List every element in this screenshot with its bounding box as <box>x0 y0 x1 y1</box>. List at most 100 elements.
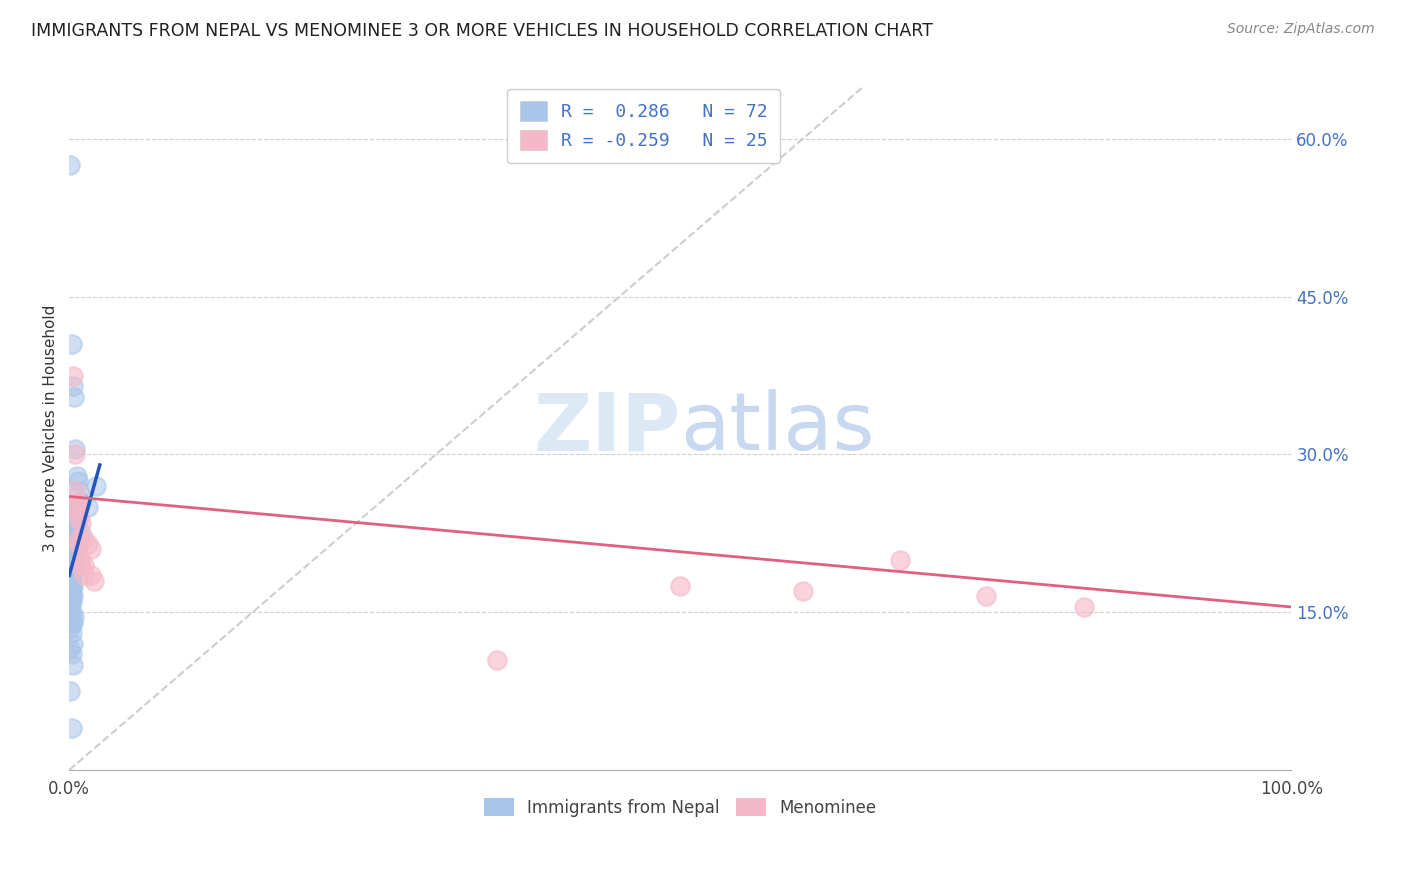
Point <box>73 558 96 572</box>
Point <box>59 526 82 541</box>
Point <box>65 500 87 514</box>
Point <box>60 548 83 562</box>
Point <box>59 537 82 551</box>
Point <box>65 510 87 524</box>
Point <box>60 584 83 599</box>
Point <box>65 447 87 461</box>
Point <box>60 537 83 551</box>
Text: IMMIGRANTS FROM NEPAL VS MENOMINEE 3 OR MORE VEHICLES IN HOUSEHOLD CORRELATION C: IMMIGRANTS FROM NEPAL VS MENOMINEE 3 OR … <box>31 22 932 40</box>
Point <box>62 521 84 535</box>
Point <box>70 516 93 530</box>
Point <box>60 590 83 604</box>
Point <box>62 579 84 593</box>
Point <box>66 537 89 551</box>
Point <box>60 615 83 630</box>
Point <box>59 568 82 582</box>
Point <box>63 610 86 624</box>
Legend: Immigrants from Nepal, Menominee: Immigrants from Nepal, Menominee <box>477 791 883 823</box>
Point <box>65 516 87 530</box>
Point <box>62 368 84 383</box>
Point <box>62 548 84 562</box>
Point <box>60 552 83 566</box>
Point <box>60 568 83 582</box>
Point <box>67 537 90 551</box>
Point <box>60 574 83 588</box>
Point <box>65 442 87 457</box>
Point <box>69 558 91 572</box>
Point <box>59 642 82 657</box>
Point <box>66 500 89 514</box>
Point <box>66 474 89 488</box>
Point <box>67 510 90 524</box>
Point <box>59 574 82 588</box>
Point <box>59 621 82 635</box>
Point <box>59 542 82 557</box>
Point <box>59 599 82 614</box>
Point <box>60 337 83 351</box>
Point <box>60 532 83 546</box>
Point <box>59 158 82 172</box>
Point <box>63 505 86 519</box>
Point <box>62 558 84 572</box>
Point <box>60 563 83 577</box>
Point <box>60 558 83 572</box>
Point <box>69 495 91 509</box>
Point <box>84 479 107 493</box>
Point <box>59 584 82 599</box>
Point <box>60 500 83 514</box>
Point <box>65 495 87 509</box>
Text: Source: ZipAtlas.com: Source: ZipAtlas.com <box>1227 22 1375 37</box>
Point <box>63 390 86 404</box>
Point <box>65 468 87 483</box>
Point <box>63 552 86 566</box>
Point <box>62 657 84 672</box>
Point <box>59 552 82 566</box>
Point <box>70 495 93 509</box>
Point <box>70 552 93 566</box>
Point <box>62 615 84 630</box>
Point <box>60 521 83 535</box>
Point <box>792 584 814 599</box>
Text: ZIP: ZIP <box>533 389 681 467</box>
Point <box>59 595 82 609</box>
Point <box>62 563 84 577</box>
Point <box>62 637 84 651</box>
Point <box>62 542 84 557</box>
Point <box>60 595 83 609</box>
Point <box>70 526 93 541</box>
Point <box>62 558 84 572</box>
Point <box>83 574 105 588</box>
Point <box>76 500 98 514</box>
Point <box>60 579 83 593</box>
Point <box>73 568 96 582</box>
Point <box>60 721 83 735</box>
Point <box>80 542 103 557</box>
Point <box>485 652 508 666</box>
Point <box>1073 599 1095 614</box>
Point <box>974 590 997 604</box>
Point <box>62 590 84 604</box>
Point <box>60 648 83 662</box>
Y-axis label: 3 or more Vehicles in Household: 3 or more Vehicles in Household <box>44 304 58 552</box>
Point <box>62 500 84 514</box>
Point <box>59 568 82 582</box>
Point <box>59 574 82 588</box>
Point <box>67 484 90 499</box>
Point <box>65 552 87 566</box>
Text: atlas: atlas <box>681 389 875 467</box>
Point <box>59 605 82 619</box>
Point <box>73 532 96 546</box>
Point <box>67 532 90 546</box>
Point <box>62 532 84 546</box>
Point <box>76 537 98 551</box>
Point <box>59 552 82 566</box>
Point <box>60 605 83 619</box>
Point <box>889 552 911 566</box>
Point <box>59 579 82 593</box>
Point <box>62 379 84 393</box>
Point <box>80 568 103 582</box>
Point <box>669 579 692 593</box>
Point <box>65 484 87 499</box>
Point <box>59 548 82 562</box>
Point <box>60 626 83 640</box>
